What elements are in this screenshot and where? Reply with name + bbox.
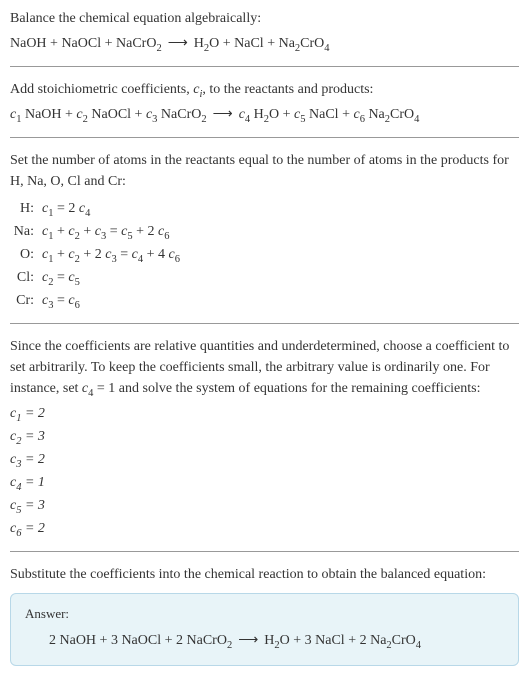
atom-eq: c1 + c2 + 2 c3 = c4 + 4 c6 [42, 244, 180, 265]
coeff-row: c6 = 2 [10, 518, 519, 539]
divider [10, 137, 519, 138]
atom-equations: H: c1 = 2 c4 Na: c1 + c2 + c3 = c5 + 2 c… [10, 198, 519, 311]
coeff-row: c2 = 3 [10, 426, 519, 447]
atom-eq: c1 = 2 c4 [42, 198, 90, 219]
atom-eq: c1 + c2 + c3 = c5 + 2 c6 [42, 221, 169, 242]
atoms-section: Set the number of atoms in the reactants… [10, 150, 519, 311]
coeff-row: c5 = 3 [10, 495, 519, 516]
atom-label: H: [10, 198, 42, 219]
atom-row: H: c1 = 2 c4 [10, 198, 519, 219]
atom-label: Cl: [10, 267, 42, 288]
atom-row: Cl: c2 = c5 [10, 267, 519, 288]
answer-box: Answer: 2 NaOH + 3 NaOCl + 2 NaCrO2⟶H2O … [10, 593, 519, 666]
atom-row: Na: c1 + c2 + c3 = c5 + 2 c6 [10, 221, 519, 242]
divider [10, 66, 519, 67]
answer-label: Answer: [25, 604, 504, 624]
coeff-equation: c1 NaOH + c2 NaOCl + c3 NaCrO2⟶c4 H2O + … [10, 104, 519, 125]
intro-text: Balance the chemical equation algebraica… [10, 8, 519, 29]
substitute-section: Substitute the coefficients into the che… [10, 564, 519, 666]
coeff-list: c1 = 2 c2 = 3 c3 = 2 c4 = 1 c5 = 3 c6 = … [10, 403, 519, 539]
coeff-text: Add stoichiometric coefficients, ci, to … [10, 79, 519, 100]
atom-row: O: c1 + c2 + 2 c3 = c4 + 4 c6 [10, 244, 519, 265]
divider [10, 323, 519, 324]
atom-label: Cr: [10, 290, 42, 311]
substitute-text: Substitute the coefficients into the che… [10, 564, 519, 585]
divider [10, 551, 519, 552]
atom-label: O: [10, 244, 42, 265]
balanced-equation: 2 NaOH + 3 NaOCl + 2 NaCrO2⟶H2O + 3 NaCl… [25, 630, 504, 651]
coeff-section: Add stoichiometric coefficients, ci, to … [10, 79, 519, 125]
atom-eq: c3 = c6 [42, 290, 80, 311]
atom-label: Na: [10, 221, 42, 242]
solve-section: Since the coefficients are relative quan… [10, 336, 519, 539]
coeff-row: c3 = 2 [10, 449, 519, 470]
atom-row: Cr: c3 = c6 [10, 290, 519, 311]
coeff-row: c4 = 1 [10, 472, 519, 493]
solve-text: Since the coefficients are relative quan… [10, 336, 519, 399]
atoms-text: Set the number of atoms in the reactants… [10, 150, 519, 192]
coeff-row: c1 = 2 [10, 403, 519, 424]
atom-eq: c2 = c5 [42, 267, 80, 288]
intro-section: Balance the chemical equation algebraica… [10, 8, 519, 54]
unbalanced-equation: NaOH + NaOCl + NaCrO2⟶H2O + NaCl + Na2Cr… [10, 33, 519, 54]
